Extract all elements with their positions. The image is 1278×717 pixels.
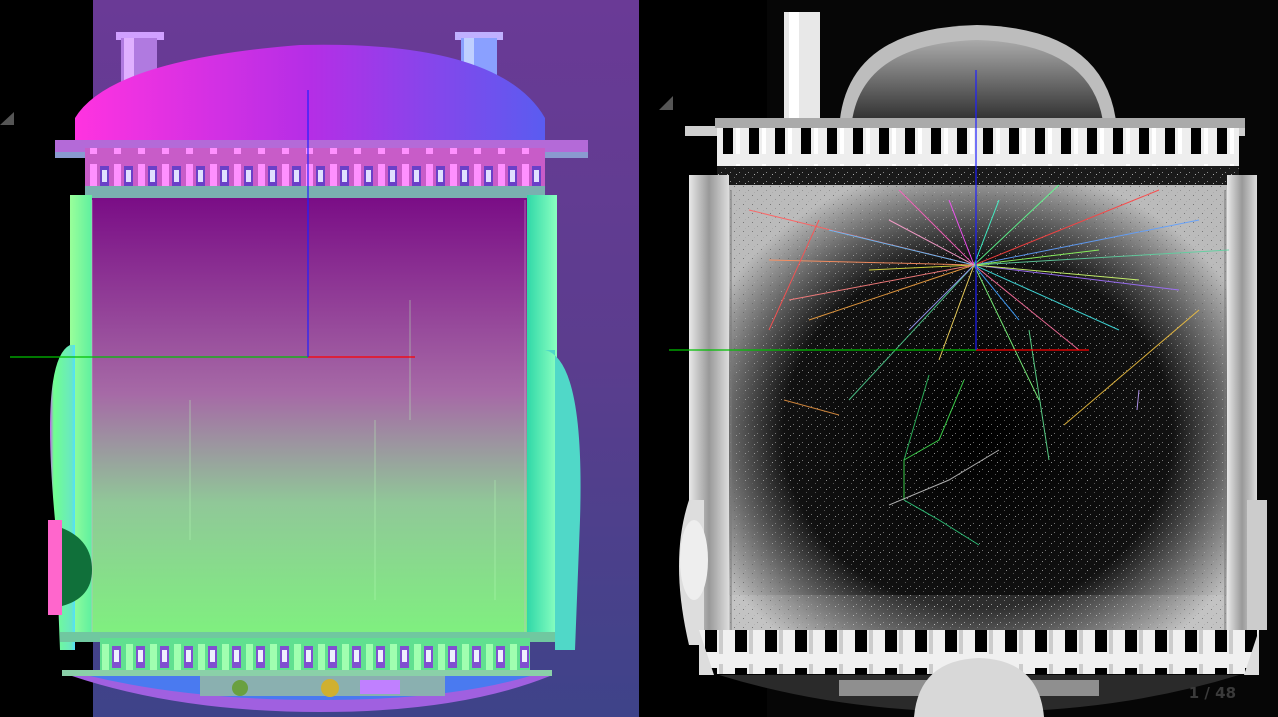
xray-render	[639, 0, 1278, 717]
normals-render-pane[interactable]	[0, 0, 639, 717]
xray-render-pane[interactable]	[639, 0, 1278, 717]
page-indicator: 1 / 48	[1188, 684, 1236, 702]
normals-render	[0, 0, 639, 717]
